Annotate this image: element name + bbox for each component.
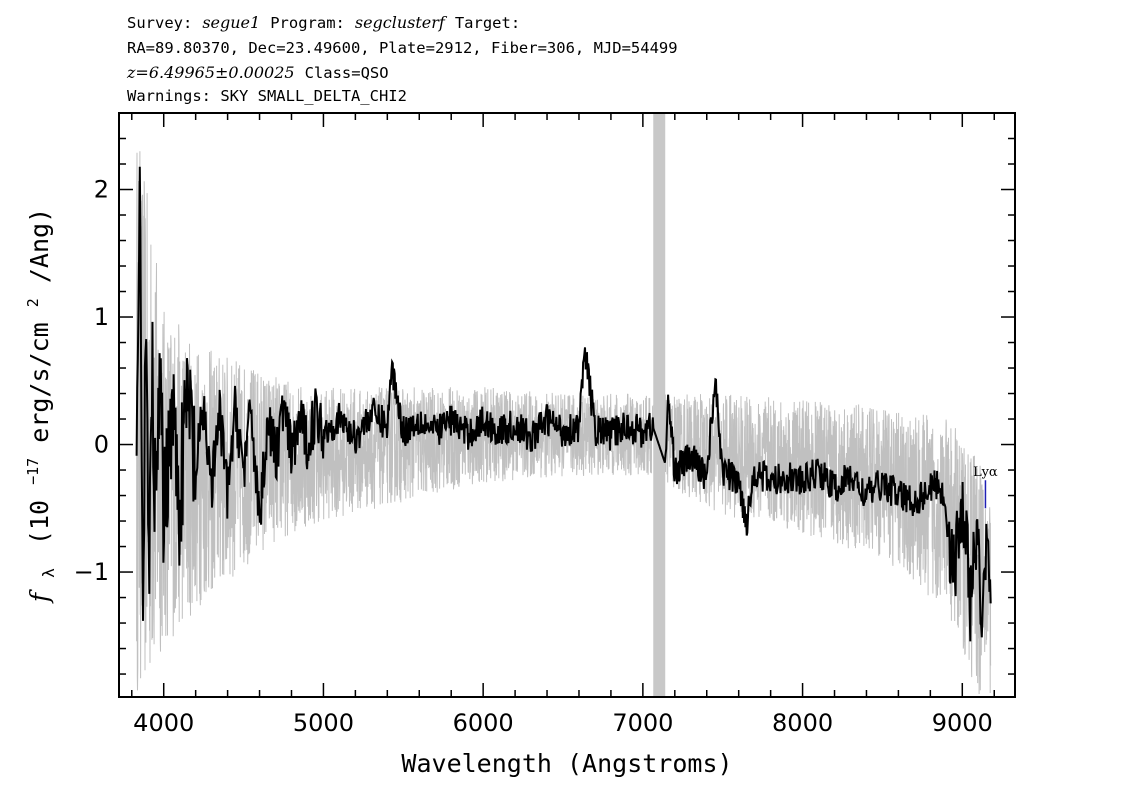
x-tick-label: 6000 [453,709,514,737]
axis-tick-labels: 4000 5000 6000 7000 8000 9000 2 1 0 −1 [74,176,993,737]
y-tick-label: 1 [94,303,109,331]
x-tick-label: 7000 [612,709,673,737]
program-value: segclusterf [355,13,448,32]
y-axis-exponent-2: 2 [24,298,42,307]
x-tick-label: 8000 [772,709,833,737]
header-line-3: z=6.49965±0.00025 Class=QSO [126,63,389,82]
y-axis-unit-mid: erg/s/cm [25,322,54,442]
axis-ticks [119,113,1015,697]
x-tick-label: 9000 [932,709,993,737]
x-tick-label: 5000 [293,709,354,737]
line-markers: Lyα [973,465,998,509]
flux-line [135,166,992,642]
flux-series [135,166,992,642]
program-label: Program: [270,14,345,32]
masked-band [653,113,666,697]
header-line-1: Survey: segue1 Program: segclusterf Targ… [127,13,520,32]
y-tick-label: −1 [74,558,109,586]
target-label: Target: [455,14,520,32]
y-axis-exponent: −17 [24,458,42,485]
lya-label: Lyα [973,465,998,480]
x-axis-title: Wavelength (Angstroms) [401,749,732,778]
survey-value: segue1 [202,13,260,32]
y-tick-label: 2 [94,176,109,204]
y-axis-unit-suffix: /Ang) [25,208,54,283]
y-tick-label: 0 [94,431,109,459]
class-value: Class=QSO [305,64,389,82]
redshift-value: z=6.49965±0.00025 [126,63,295,82]
y-axis-symbol: f [25,589,54,604]
warnings-line: Warnings: SKY SMALL_DELTA_CHI2 [127,87,407,105]
y-axis-title: f λ (10 −17 erg/s/cm 2 /Ang) [15,208,60,604]
x-tick-label: 4000 [133,709,194,737]
spectrum-header: Survey: segue1 Program: segclusterf Targ… [126,13,678,105]
coords-line: RA=89.80370, Dec=23.49600, Plate=2912, F… [127,39,678,57]
y-axis-unit-prefix: (10 [25,500,54,545]
y-axis-subscript: λ [39,568,58,578]
plot-area: Lyα [135,113,998,697]
survey-label: Survey: [127,14,192,32]
plot-frame [118,112,1016,698]
